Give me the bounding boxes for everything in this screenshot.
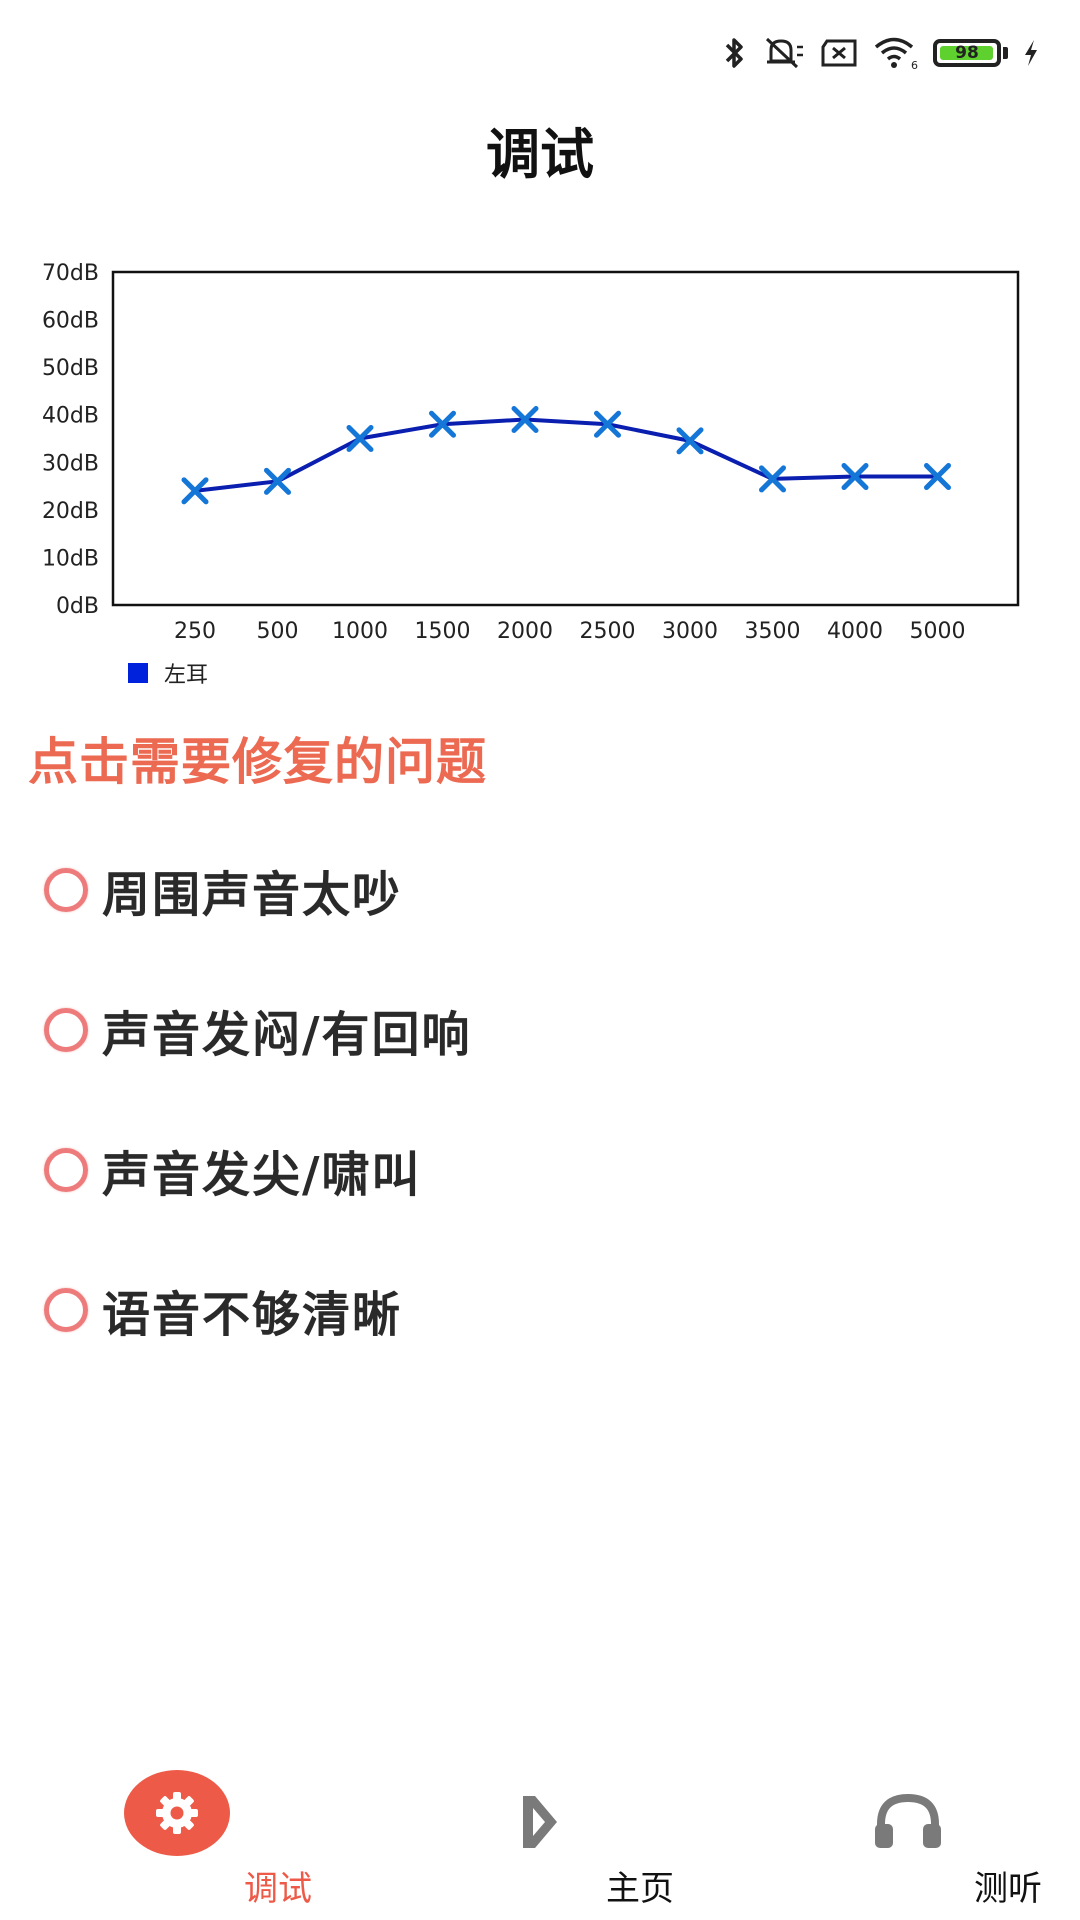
bluetooth-icon bbox=[725, 38, 743, 68]
battery-level: 98 bbox=[955, 43, 979, 63]
charging-icon bbox=[1025, 40, 1037, 66]
y-tick-label: 40dB bbox=[42, 404, 99, 429]
data-point-marker bbox=[676, 427, 704, 455]
chart-frame bbox=[111, 270, 1020, 607]
nav-item-home[interactable]: 主页 bbox=[440, 1770, 674, 1920]
nav-label-debug: 调试 bbox=[244, 1869, 312, 1909]
data-point-marker bbox=[429, 410, 456, 438]
option-unclear-speech[interactable]: 语音不够清晰 bbox=[44, 1240, 472, 1380]
x-tick-label: 1500 bbox=[415, 619, 471, 644]
radio-button[interactable] bbox=[44, 868, 88, 912]
nav-item-listen[interactable]: 测听 bbox=[808, 1770, 1042, 1920]
x-tick-label: 250 bbox=[174, 619, 216, 644]
mute-icon bbox=[765, 37, 803, 69]
data-point-marker bbox=[181, 477, 209, 505]
y-tick-label: 30dB bbox=[42, 451, 99, 476]
y-tick-label: 10dB bbox=[42, 546, 99, 571]
headphones-icon bbox=[875, 1793, 941, 1848]
section-heading: 点击需要修复的问题 bbox=[28, 733, 487, 791]
option-label: 周围声音太吵 bbox=[102, 867, 403, 923]
legend-swatch bbox=[128, 663, 148, 683]
sim-error-icon bbox=[821, 39, 857, 67]
radio-button[interactable] bbox=[44, 1288, 88, 1332]
y-tick-label: 0dB bbox=[56, 594, 99, 619]
radio-button[interactable] bbox=[44, 1008, 88, 1052]
data-point-marker bbox=[759, 465, 786, 493]
nav-debug-bubble bbox=[124, 1770, 230, 1856]
battery-fill bbox=[940, 46, 993, 60]
nav-label-listen: 测听 bbox=[974, 1869, 1042, 1909]
x-tick-label: 2500 bbox=[580, 619, 636, 644]
data-point-marker bbox=[346, 425, 374, 452]
x-tick-label: 2000 bbox=[497, 619, 553, 644]
legend-label: 左耳 bbox=[164, 663, 208, 688]
option-label: 声音发闷/有回响 bbox=[102, 1007, 472, 1063]
problem-options: 周围声音太吵 声音发闷/有回响 声音发尖/啸叫 语音不够清晰 bbox=[44, 820, 472, 1380]
x-tick-label: 1000 bbox=[332, 619, 388, 644]
x-tick-label: 3500 bbox=[745, 619, 801, 644]
status-bar: 6 98 bbox=[723, 30, 1040, 76]
data-point-marker bbox=[841, 463, 869, 491]
series-line bbox=[194, 417, 938, 493]
option-label: 声音发尖/啸叫 bbox=[102, 1147, 422, 1203]
radio-button[interactable] bbox=[44, 1148, 88, 1192]
hearing-chart: 0dB 10dB 20dB 30dB 40dB 50dB 60dB 70dB 250 500 100… bbox=[42, 261, 1020, 688]
option-muffled[interactable]: 声音发闷/有回响 bbox=[44, 960, 472, 1100]
x-tick-label: 3000 bbox=[662, 619, 718, 644]
y-tick-label: 20dB bbox=[42, 499, 99, 524]
page-title: 调试 bbox=[486, 123, 594, 186]
x-tick-label: 4000 bbox=[827, 619, 883, 644]
wifi-icon: 6 bbox=[874, 37, 918, 71]
option-noisy[interactable]: 周围声音太吵 bbox=[44, 820, 472, 960]
x-tick-label: 5000 bbox=[910, 619, 966, 644]
data-point-marker bbox=[264, 467, 291, 495]
battery-icon: 98 bbox=[933, 39, 1008, 67]
bottom-nav: 调试 主页 测听 bbox=[0, 1770, 1080, 1920]
data-point-marker bbox=[924, 463, 951, 491]
x-tick-label: 500 bbox=[257, 619, 299, 644]
svg-text:6: 6 bbox=[911, 59, 918, 71]
data-point-marker bbox=[511, 405, 539, 433]
y-tick-label: 50dB bbox=[42, 356, 99, 381]
data-point-marker bbox=[594, 410, 621, 438]
home-icon bbox=[523, 1796, 557, 1848]
y-tick-label: 60dB bbox=[42, 309, 99, 334]
option-label: 语音不够清晰 bbox=[102, 1287, 403, 1343]
y-tick-label: 70dB bbox=[42, 261, 99, 286]
nav-item-debug[interactable]: 调试 bbox=[78, 1770, 312, 1920]
nav-label-home: 主页 bbox=[606, 1869, 674, 1909]
option-shrill[interactable]: 声音发尖/啸叫 bbox=[44, 1100, 472, 1240]
gear-icon bbox=[156, 1792, 198, 1834]
